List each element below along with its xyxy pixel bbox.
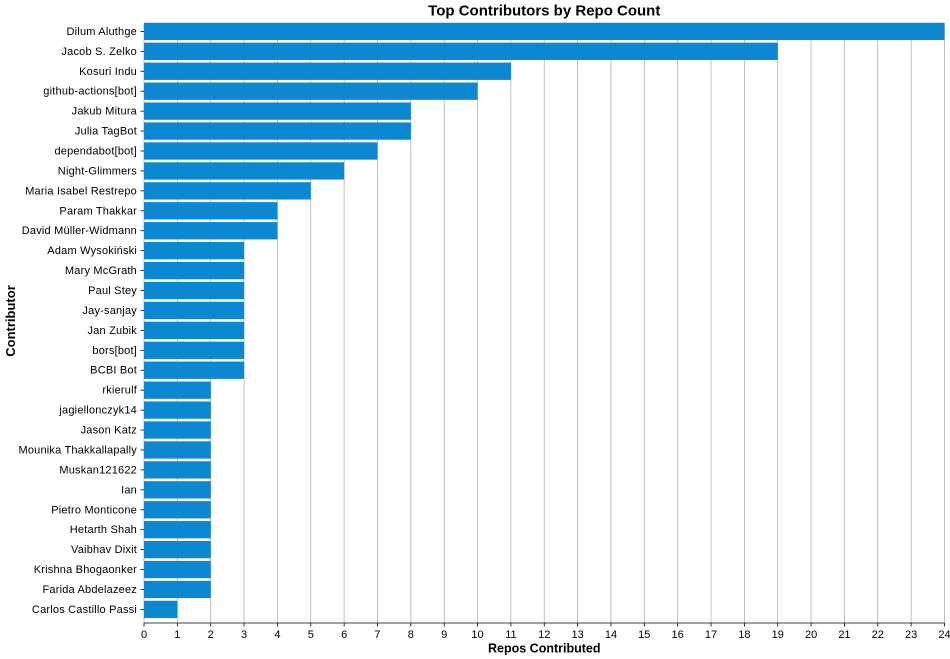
svg-text:3: 3 <box>241 629 247 641</box>
svg-text:Contributor: Contributor <box>3 285 18 356</box>
svg-text:Vaibhav Dixit: Vaibhav Dixit <box>71 544 137 556</box>
svg-text:David Müller-Widmann: David Müller-Widmann <box>22 225 137 237</box>
svg-text:7: 7 <box>374 629 380 641</box>
svg-text:Krishna Bhogaonker: Krishna Bhogaonker <box>34 564 137 576</box>
svg-text:10: 10 <box>471 629 483 641</box>
svg-text:Muskan121622: Muskan121622 <box>59 464 137 476</box>
svg-text:Repos Contributed: Repos Contributed <box>488 642 601 656</box>
svg-text:Paul Stey: Paul Stey <box>88 285 137 297</box>
svg-text:9: 9 <box>441 629 447 641</box>
svg-text:rkierulf: rkierulf <box>102 385 137 397</box>
svg-text:0: 0 <box>141 629 147 641</box>
svg-text:12: 12 <box>538 629 550 641</box>
svg-text:Jason Katz: Jason Katz <box>81 425 137 437</box>
svg-text:Kosuri Indu: Kosuri Indu <box>79 66 137 78</box>
svg-text:18: 18 <box>738 629 750 641</box>
svg-text:1: 1 <box>174 629 180 641</box>
svg-text:bors[bot]: bors[bot] <box>92 345 137 357</box>
svg-text:Night-Glimmers: Night-Glimmers <box>58 165 137 177</box>
svg-text:16: 16 <box>672 629 684 641</box>
svg-text:2: 2 <box>208 629 214 641</box>
svg-text:Jakub Mitura: Jakub Mitura <box>72 106 138 118</box>
svg-text:BCBI Bot: BCBI Bot <box>90 365 137 377</box>
svg-text:Hetarth Shah: Hetarth Shah <box>70 524 137 536</box>
svg-text:20: 20 <box>805 629 817 641</box>
svg-text:21: 21 <box>838 629 850 641</box>
svg-text:4: 4 <box>274 629 280 641</box>
svg-text:Jan Zubik: Jan Zubik <box>88 325 138 337</box>
svg-text:Maria Isabel Restrepo: Maria Isabel Restrepo <box>25 185 137 197</box>
svg-text:Top Contributors by Repo Count: Top Contributors by Repo Count <box>428 3 660 20</box>
svg-text:Jacob S. Zelko: Jacob S. Zelko <box>61 46 137 58</box>
svg-text:Jay-sanjay: Jay-sanjay <box>82 305 137 317</box>
svg-text:jagiellonczyk14: jagiellonczyk14 <box>58 405 137 417</box>
svg-text:22: 22 <box>872 629 884 641</box>
svg-text:Ian: Ian <box>121 484 137 496</box>
svg-text:Mary McGrath: Mary McGrath <box>65 265 137 277</box>
svg-text:Dilum Aluthge: Dilum Aluthge <box>67 26 137 38</box>
svg-text:6: 6 <box>341 629 347 641</box>
svg-text:Adam Wysokiński: Adam Wysokiński <box>47 245 137 257</box>
svg-text:Julia TagBot: Julia TagBot <box>75 126 137 138</box>
svg-text:15: 15 <box>638 629 650 641</box>
svg-text:19: 19 <box>772 629 784 641</box>
svg-text:Carlos Castillo Passi: Carlos Castillo Passi <box>32 604 137 616</box>
svg-text:24: 24 <box>938 629 950 641</box>
svg-text:5: 5 <box>308 629 314 641</box>
svg-text:13: 13 <box>571 629 583 641</box>
svg-text:github-actions[bot]: github-actions[bot] <box>43 86 137 98</box>
svg-text:Mounika Thakkallapally: Mounika Thakkallapally <box>18 444 137 456</box>
svg-text:dependabot[bot]: dependabot[bot] <box>54 145 137 157</box>
svg-text:14: 14 <box>605 629 617 641</box>
svg-text:11: 11 <box>505 629 516 641</box>
svg-text:Farida Abdelazeez: Farida Abdelazeez <box>42 584 137 596</box>
svg-text:Param Thakkar: Param Thakkar <box>59 205 137 217</box>
svg-text:23: 23 <box>905 629 917 641</box>
svg-text:8: 8 <box>408 629 414 641</box>
svg-text:Pietro Monticone: Pietro Monticone <box>51 504 137 516</box>
svg-text:17: 17 <box>705 629 717 641</box>
